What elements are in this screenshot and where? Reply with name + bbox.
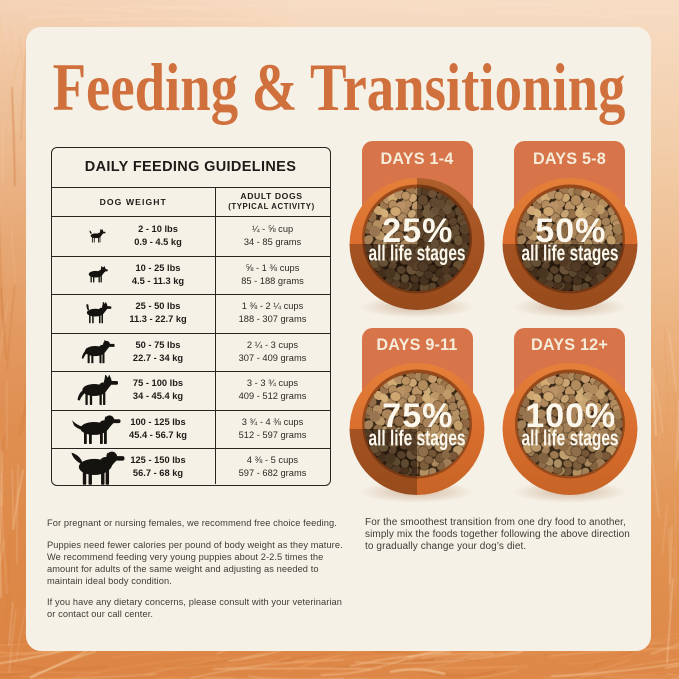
svg-text:25%: 25% [382,212,453,250]
svg-text:all life stages: all life stages [521,425,618,450]
svg-text:all life stages: all life stages [369,425,466,450]
svg-text:50%: 50% [535,212,606,250]
svg-text:100%: 100% [525,397,616,435]
svg-text:all life stages: all life stages [521,240,618,265]
svg-text:all life stages: all life stages [369,240,466,265]
svg-text:75%: 75% [382,397,453,435]
